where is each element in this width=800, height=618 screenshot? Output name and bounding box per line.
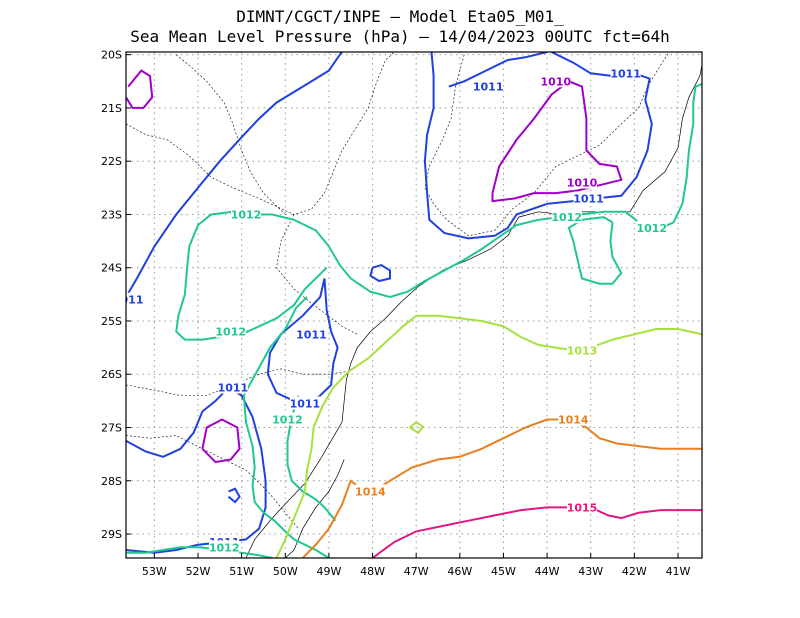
lon-tick-label: 41W xyxy=(666,565,691,578)
isobar-1012 xyxy=(126,546,273,558)
isobar-label-background xyxy=(126,292,144,306)
state-border-line xyxy=(126,368,347,396)
isobar-label-1012: 1012 xyxy=(209,541,240,554)
isobar-1012 xyxy=(242,296,330,558)
isobar-1012 xyxy=(254,83,702,299)
isobar-label-1011: 1011 xyxy=(473,81,504,94)
isobar-layer xyxy=(126,52,702,558)
isobar-label-1010: 1010 xyxy=(541,75,572,88)
state-border-line xyxy=(126,52,395,215)
isobar-1015 xyxy=(371,506,702,558)
isobar-1010 xyxy=(491,80,623,203)
lat-tick-label: 23S xyxy=(101,208,122,221)
isobar-label-1014: 1014 xyxy=(355,485,386,498)
lat-tick-label: 29S xyxy=(101,528,122,541)
lat-tick-label: 25S xyxy=(101,315,122,328)
isobar-label-1012: 1012 xyxy=(551,211,582,224)
isobar-1011 xyxy=(126,52,343,298)
isobar-label-1012: 1012 xyxy=(272,414,303,427)
coastline xyxy=(245,65,702,558)
isobar-label-background xyxy=(567,175,597,189)
isobar-label-background xyxy=(567,343,597,357)
isobar-label-1012: 1012 xyxy=(231,208,262,221)
isobar-label-1011: 1011 xyxy=(113,294,144,307)
isobar-label-background xyxy=(215,324,246,338)
lat-tick-label: 20S xyxy=(101,49,122,62)
isobar-1013 xyxy=(408,420,425,435)
isobar-label-background xyxy=(289,396,320,410)
isobar-label-1015: 1015 xyxy=(567,501,598,514)
latitude-axis: 20S 21S 22S 23S 24S 25S 26S 27S 28S 29S xyxy=(101,49,131,541)
lon-tick-label: 42W xyxy=(622,565,647,578)
longitude-axis: 53W 52W 51W 50W 49W 48W 47W 46W 45W 44W 43W 42W 41W xyxy=(142,553,691,578)
lon-tick-label: 49W xyxy=(316,565,341,578)
coastline-segment xyxy=(285,459,345,558)
lat-tick-label: 24S xyxy=(101,262,122,275)
isobar-label-1011: 1011 xyxy=(218,382,249,395)
coastline-segment xyxy=(245,65,702,558)
lat-tick-label: 21S xyxy=(101,102,122,115)
isobar-label-background xyxy=(610,66,641,80)
state-border-line xyxy=(176,54,286,215)
isobar-label-1011: 1011 xyxy=(610,67,641,80)
lon-tick-label: 53W xyxy=(142,565,167,578)
isobar-label-layer: 1010101010111011101110111011101110111011… xyxy=(113,66,668,554)
isobar-label-background xyxy=(231,207,261,221)
lon-tick-label: 52W xyxy=(186,565,211,578)
lon-tick-label: 47W xyxy=(404,565,429,578)
lon-tick-label: 50W xyxy=(273,565,298,578)
isobar-label-1012: 1012 xyxy=(215,326,246,339)
lon-tick-label: 45W xyxy=(491,565,516,578)
isobar-1010 xyxy=(126,69,154,109)
isobar-label-background xyxy=(217,380,248,394)
isobar-label-1010: 1010 xyxy=(567,176,598,189)
isobar-1014 xyxy=(301,418,702,558)
isobar-label-background xyxy=(573,191,604,205)
isobar-label-background xyxy=(355,484,386,498)
isobar-1013 xyxy=(275,314,702,558)
isobar-label-background xyxy=(540,74,571,88)
isobar-1011 xyxy=(227,487,241,504)
map-title-line-2: Sea Mean Level Pressure (hPa) – 14/04/20… xyxy=(130,27,669,46)
isobar-label-1013: 1013 xyxy=(567,344,598,357)
isobar-label-1012: 1012 xyxy=(637,222,668,235)
lat-tick-label: 27S xyxy=(101,422,122,435)
lon-tick-label: 44W xyxy=(535,565,560,578)
isobar-label-background xyxy=(567,500,597,514)
isobar-label-background xyxy=(551,210,582,224)
state-border-line xyxy=(424,52,670,237)
isobar-label-1011: 1011 xyxy=(573,192,604,205)
isobar-label-background xyxy=(296,327,327,341)
lon-tick-label: 46W xyxy=(447,565,472,578)
state-border-line xyxy=(276,214,358,335)
lat-tick-label: 22S xyxy=(101,155,122,168)
map-title-line-1: DIMNT/CGCT/INPE – Model Eta05_M01_ xyxy=(236,7,564,26)
isobar-label-background xyxy=(272,412,303,426)
lat-tick-label: 26S xyxy=(101,368,122,381)
isobar-1011 xyxy=(126,386,267,554)
lon-tick-label: 51W xyxy=(229,565,254,578)
map-gridlines xyxy=(126,52,702,558)
isobar-label-background xyxy=(473,79,504,93)
lon-tick-label: 43W xyxy=(578,565,603,578)
isobar-label-background xyxy=(558,412,589,426)
isobar-1011 xyxy=(448,52,548,88)
isobar-label-1011: 1011 xyxy=(296,328,327,341)
isobar-1012 xyxy=(175,210,328,341)
isobar-label-background xyxy=(636,220,667,234)
isobar-label-1014: 1014 xyxy=(558,414,589,427)
map-frame xyxy=(125,51,703,559)
isobar-1011 xyxy=(369,264,391,283)
lon-tick-label: 48W xyxy=(360,565,385,578)
isobar-1012 xyxy=(567,216,623,285)
isobar-label-background xyxy=(209,540,240,554)
state-border-line xyxy=(126,435,299,529)
isobar-label-1011: 1011 xyxy=(290,398,321,411)
lat-tick-label: 28S xyxy=(101,475,122,488)
state-borders xyxy=(126,52,670,529)
isobar-1010 xyxy=(201,418,241,464)
